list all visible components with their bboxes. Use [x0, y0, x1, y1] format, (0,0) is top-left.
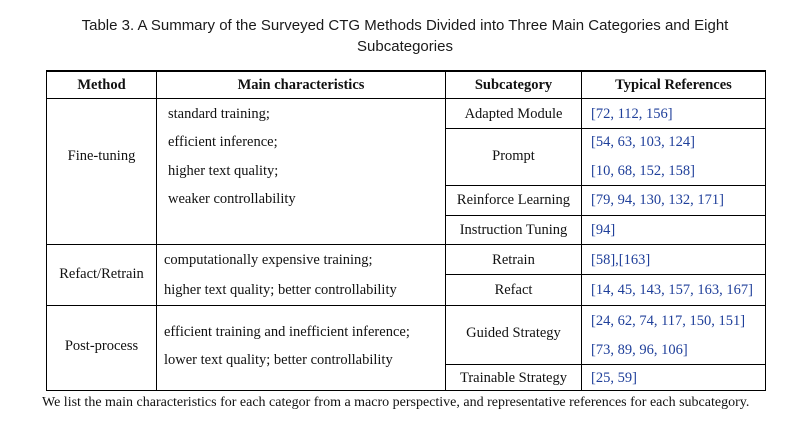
characteristic-text: efficient inference;: [168, 134, 278, 150]
group-rule: [46, 305, 766, 306]
header-typical-references: Typical References: [615, 77, 732, 93]
reference-link[interactable]: [54, 63, 103, 124]: [591, 134, 695, 150]
column-rule: [156, 70, 157, 391]
reference-link[interactable]: [94]: [591, 222, 616, 238]
subcategory-cell: Prompt: [492, 148, 535, 164]
subcategory-cell: Guided Strategy: [466, 325, 561, 341]
method-cell: Fine-tuning: [67, 148, 136, 164]
reference-link[interactable]: [72, 112, 156]: [591, 106, 673, 122]
table-caption: Table 3. A Summary of the Surveyed CTG M…: [40, 15, 770, 57]
reference-link[interactable]: [24, 62, 74, 117, 150, 151]: [591, 313, 746, 329]
characteristic-text: weaker controllability: [168, 191, 296, 207]
row-rule: [445, 185, 766, 186]
header-method: Method: [77, 77, 126, 93]
row-rule: [445, 274, 766, 275]
group-rule: [46, 244, 766, 245]
subcategory-cell: Reinforce Learning: [456, 192, 571, 208]
subcategory-cell: Trainable Strategy: [460, 370, 567, 386]
subcategory-cell: Adapted Module: [464, 106, 563, 122]
reference-link[interactable]: [58],[163]: [591, 252, 651, 268]
header-main-characteristics: Main characteristics: [237, 77, 365, 93]
subcategory-cell: Instruction Tuning: [459, 222, 568, 238]
header-rule: [46, 98, 766, 99]
reference-link[interactable]: [25, 59]: [591, 370, 637, 386]
table-footnote: We list the main characteristics for eac…: [42, 395, 750, 410]
column-rule: [445, 70, 446, 391]
table-top-rule: [46, 70, 766, 72]
reference-link[interactable]: [73, 89, 96, 106]: [591, 342, 688, 358]
table-bottom-rule: [46, 390, 766, 391]
caption-line-2: Subcategories: [357, 38, 453, 55]
subcategory-cell: Retrain: [492, 252, 535, 268]
characteristic-text: computationally expensive training;: [164, 252, 373, 268]
method-cell: Refact/Retrain: [59, 266, 144, 282]
row-rule: [445, 128, 766, 129]
method-cell: Post-process: [64, 338, 139, 354]
characteristic-text: lower text quality; better controllabili…: [164, 352, 393, 368]
row-rule: [445, 364, 766, 365]
reference-link[interactable]: [14, 45, 143, 157, 163, 167]: [591, 282, 753, 298]
characteristic-text: efficient training and inefficient infer…: [164, 324, 410, 340]
characteristic-text: higher text quality; better controllabil…: [164, 282, 397, 298]
subcategory-cell: Refact: [494, 282, 533, 298]
reference-link[interactable]: [79, 94, 130, 132, 171]: [591, 192, 724, 208]
caption-line-1: Table 3. A Summary of the Surveyed CTG M…: [81, 17, 729, 34]
characteristic-text: higher text quality;: [168, 163, 279, 179]
reference-link[interactable]: [10, 68, 152, 158]: [591, 163, 695, 179]
column-rule: [581, 70, 582, 391]
characteristic-text: standard training;: [168, 106, 270, 122]
header-subcategory: Subcategory: [474, 77, 553, 93]
column-rule: [46, 70, 47, 391]
column-rule: [765, 70, 766, 391]
row-rule: [445, 215, 766, 216]
